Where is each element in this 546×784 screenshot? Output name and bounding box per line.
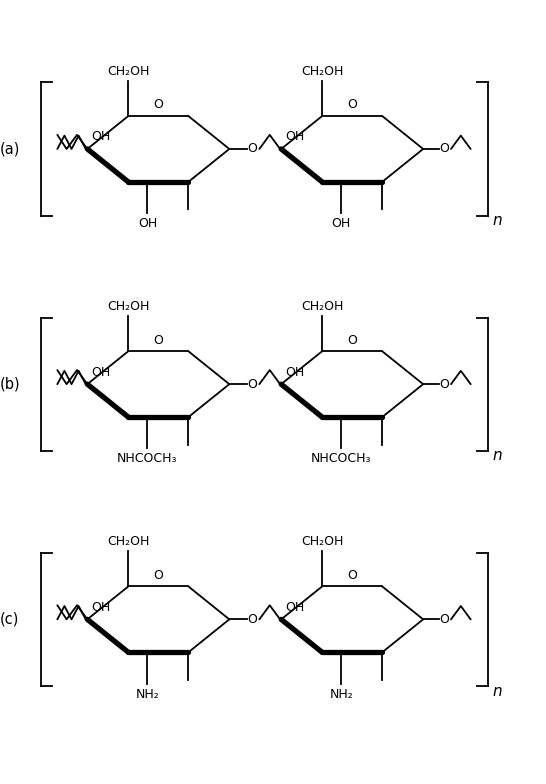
Text: O: O (347, 568, 357, 582)
Text: (a): (a) (0, 141, 20, 157)
Text: OH: OH (138, 217, 157, 230)
Text: n: n (492, 213, 502, 228)
Text: OH: OH (92, 365, 111, 379)
Text: O: O (153, 98, 163, 111)
Text: NHCOCH₃: NHCOCH₃ (117, 452, 177, 466)
Text: O: O (347, 333, 357, 347)
Text: CH₂OH: CH₂OH (107, 299, 150, 313)
Text: OH: OH (92, 130, 111, 143)
Text: O: O (247, 143, 257, 155)
Text: CH₂OH: CH₂OH (107, 64, 150, 78)
Text: CH₂OH: CH₂OH (301, 299, 343, 313)
Text: CH₂OH: CH₂OH (107, 535, 150, 548)
Text: O: O (247, 378, 257, 390)
Text: O: O (439, 613, 449, 626)
Text: OH: OH (286, 365, 305, 379)
Text: O: O (247, 613, 257, 626)
Text: (c): (c) (0, 612, 20, 627)
Text: NH₂: NH₂ (329, 688, 353, 701)
Text: OH: OH (286, 130, 305, 143)
Text: O: O (439, 143, 449, 155)
Text: (b): (b) (0, 376, 20, 392)
Text: O: O (153, 568, 163, 582)
Text: O: O (347, 98, 357, 111)
Text: O: O (439, 378, 449, 390)
Text: OH: OH (331, 217, 351, 230)
Text: CH₂OH: CH₂OH (301, 64, 343, 78)
Text: O: O (153, 333, 163, 347)
Text: CH₂OH: CH₂OH (301, 535, 343, 548)
Text: NHCOCH₃: NHCOCH₃ (311, 452, 371, 466)
Text: n: n (492, 448, 502, 463)
Text: n: n (492, 684, 502, 699)
Text: NH₂: NH₂ (135, 688, 159, 701)
Text: OH: OH (92, 601, 111, 614)
Text: OH: OH (286, 601, 305, 614)
